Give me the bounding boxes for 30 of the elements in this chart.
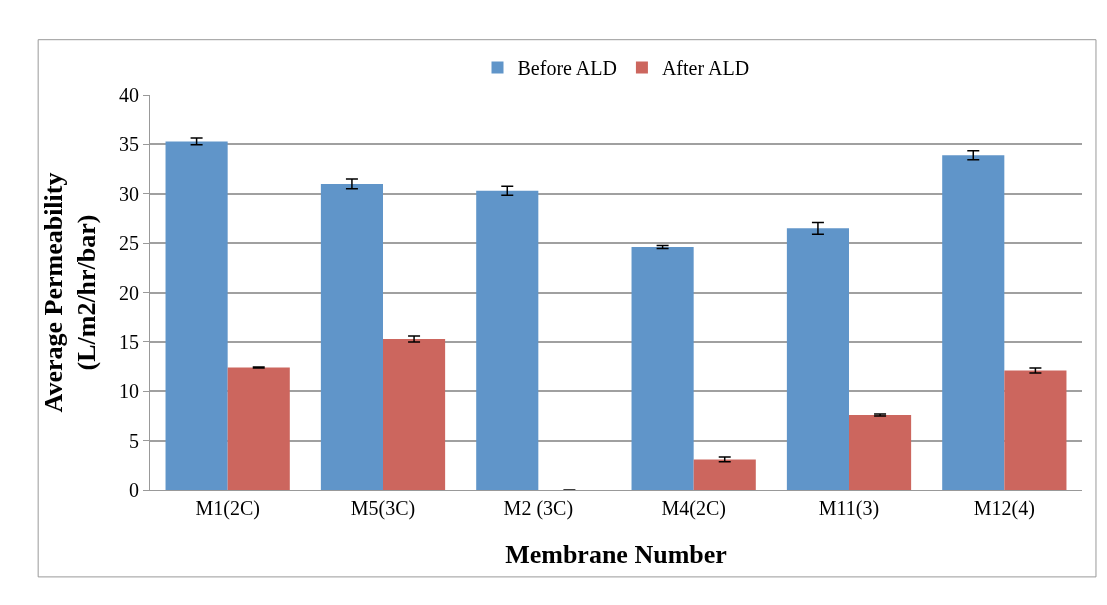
y-tick-label: 40: [119, 84, 139, 106]
bar: [631, 247, 694, 490]
bar: [693, 459, 756, 490]
bar: [227, 367, 290, 490]
y-tick-label: 25: [119, 232, 139, 255]
legend-label: Before ALD: [517, 57, 617, 80]
x-tick-label: M4(2C): [661, 497, 726, 520]
x-axis-title: Membrane Number: [505, 539, 727, 569]
y-tick-label: 15: [119, 330, 139, 353]
bar: [942, 155, 1005, 490]
y-tick-label: 20: [119, 281, 139, 304]
bar: [320, 183, 383, 490]
bar: [786, 228, 849, 490]
y-axis-title: Average Permeability (L/m2/hr/bar): [38, 172, 102, 413]
y-tick-label: 0: [129, 479, 139, 501]
x-tick-label: M12(4): [973, 497, 1035, 520]
y-tick-label: 5: [129, 429, 139, 452]
x-tick-label: M1(2C): [195, 497, 260, 520]
x-tick-label: M5(3C): [350, 497, 416, 520]
y-tick-label: 35: [119, 133, 139, 156]
bar: [1004, 370, 1067, 490]
bar: [383, 338, 446, 490]
legend-label: After ALD: [661, 57, 750, 80]
x-tick-label: M2 (3C): [503, 497, 574, 520]
bar: [165, 141, 228, 490]
y-tick-label: 10: [119, 380, 139, 403]
y-tick-label: 30: [119, 182, 139, 205]
x-tick-label: M11(3): [818, 497, 880, 520]
bar: [849, 414, 912, 490]
bar: [476, 190, 539, 490]
